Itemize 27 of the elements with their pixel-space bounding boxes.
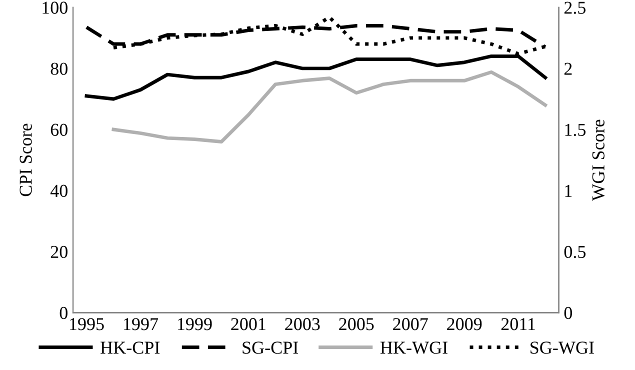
y2-tick-label: 2 (564, 62, 572, 75)
y-tick-label: 60 (50, 124, 68, 136)
y-tick-label: 100 (42, 2, 68, 14)
legend-label: SG-CPI (242, 342, 298, 354)
x-tick-label: 1995 (70, 318, 104, 330)
y2-tick-label: 2.5 (564, 2, 586, 14)
x-tick-label: 2003 (285, 318, 320, 330)
x-tick-label: 2009 (447, 318, 482, 330)
x-tick-label: 2001 (231, 318, 266, 330)
y2-tick-label: 1.5 (565, 124, 586, 136)
legend-label: HK-WGI (380, 342, 448, 354)
y2-axis-title: WGI Score (592, 120, 605, 201)
x-tick-label: 2005 (339, 318, 374, 330)
x-tick-label: 1999 (178, 318, 212, 330)
legend-label: SG-WGI (530, 342, 594, 354)
y2-tick-label: 0.5 (564, 246, 586, 258)
y-axis-title: CPI Score (20, 124, 32, 196)
x-tick-label: 2011 (501, 318, 535, 330)
y2-tick-label: 1 (565, 184, 572, 197)
y2-tick-label: 0 (564, 306, 572, 320)
y-tick-label: 20 (50, 246, 68, 258)
y-tick-label: 0 (60, 306, 68, 320)
x-tick-label: 1997 (124, 318, 158, 330)
y-tick-label: 80 (50, 62, 68, 75)
y-tick-label: 40 (50, 184, 68, 197)
x-tick-label: 2007 (393, 318, 428, 330)
legend-label: HK-CPI (100, 342, 160, 354)
